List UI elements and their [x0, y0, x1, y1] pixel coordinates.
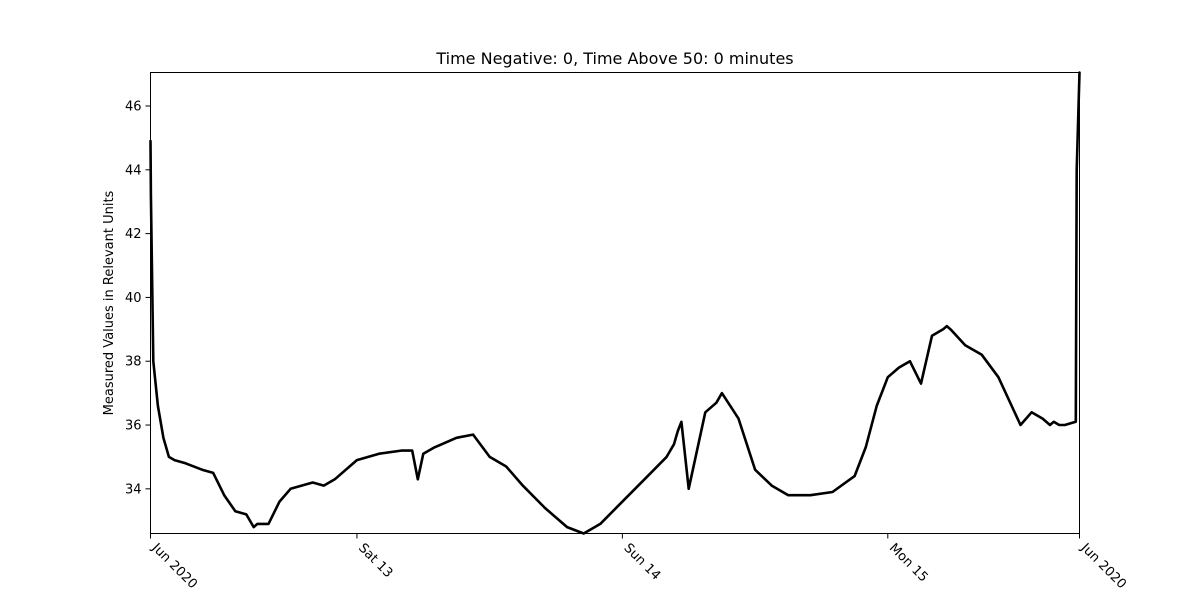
- chart-title: Time Negative: 0, Time Above 50: 0 minut…: [435, 49, 793, 68]
- y-tick-label: 40: [125, 291, 142, 306]
- y-tick-label: 44: [125, 163, 142, 178]
- series-line: [149, 71, 1081, 535]
- y-axis-label: Measured Values in Relevant Units: [102, 190, 117, 415]
- y-tick-label: 34: [125, 482, 142, 497]
- plot-area-frame: [150, 72, 1080, 534]
- y-tick-label: 46: [125, 99, 142, 114]
- y-axis-ticks: 34 36 38 40 42 44 46: [125, 99, 151, 497]
- y-tick-label: 38: [125, 355, 142, 370]
- y-tick-label: 36: [125, 419, 142, 434]
- y-tick-label: 42: [125, 227, 142, 242]
